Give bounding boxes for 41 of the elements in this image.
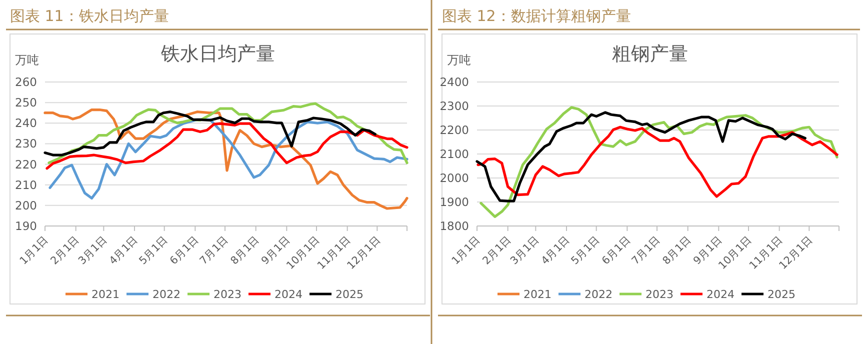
y-tick-label: 2000 xyxy=(440,171,469,185)
chart-subtitle: 铁水日均产量 xyxy=(160,43,275,65)
legend-label: 2023 xyxy=(646,288,674,301)
legend-label: 2022 xyxy=(152,288,180,301)
line-series xyxy=(476,126,838,198)
y-tick-label: 240 xyxy=(15,116,37,130)
y-tick-label: 250 xyxy=(15,96,37,110)
y-tick-label: 2200 xyxy=(440,123,469,137)
line-series xyxy=(48,118,408,200)
y-tick-label: 2100 xyxy=(440,147,469,161)
line-series xyxy=(476,111,806,202)
x-tick-label: 5月1日 xyxy=(568,234,602,268)
legend-label: 2025 xyxy=(768,288,796,301)
y-tick-label: 190 xyxy=(15,219,37,233)
legend-label: 2025 xyxy=(336,288,364,301)
y-tick-label: 200 xyxy=(15,198,37,212)
y-tick-label: 230 xyxy=(15,136,37,151)
y-tick-label: 1900 xyxy=(440,195,469,209)
y-tick-label: 2300 xyxy=(440,99,469,113)
legend-label: 2024 xyxy=(706,288,734,301)
legend-label: 2023 xyxy=(214,288,242,301)
chart-title: 图表 11：铁水日均产量 xyxy=(10,7,169,25)
x-tick-label: 5月1日 xyxy=(136,234,170,268)
y-tick-label: 1800 xyxy=(440,219,469,233)
line-series xyxy=(46,122,408,170)
y-tick-label: 2400 xyxy=(440,75,469,89)
y-tick-label: 260 xyxy=(15,75,37,89)
line-series xyxy=(44,108,408,210)
legend-label: 2021 xyxy=(524,288,552,301)
legend-label: 2021 xyxy=(92,288,120,301)
y-tick-label: 220 xyxy=(15,157,37,172)
line-series xyxy=(44,110,376,156)
chart-title: 图表 12：数据计算粗钢产量 xyxy=(442,7,631,25)
y-axis-title: 万吨 xyxy=(447,53,471,67)
x-tick-label: 1月1日 xyxy=(18,234,52,268)
legend-label: 2024 xyxy=(274,288,302,301)
x-tick-label: 1月1日 xyxy=(450,234,484,268)
y-axis-title: 万吨 xyxy=(15,53,39,67)
chart-subtitle: 粗钢产量 xyxy=(612,43,688,65)
y-tick-label: 210 xyxy=(15,178,37,192)
legend-label: 2022 xyxy=(584,288,612,301)
